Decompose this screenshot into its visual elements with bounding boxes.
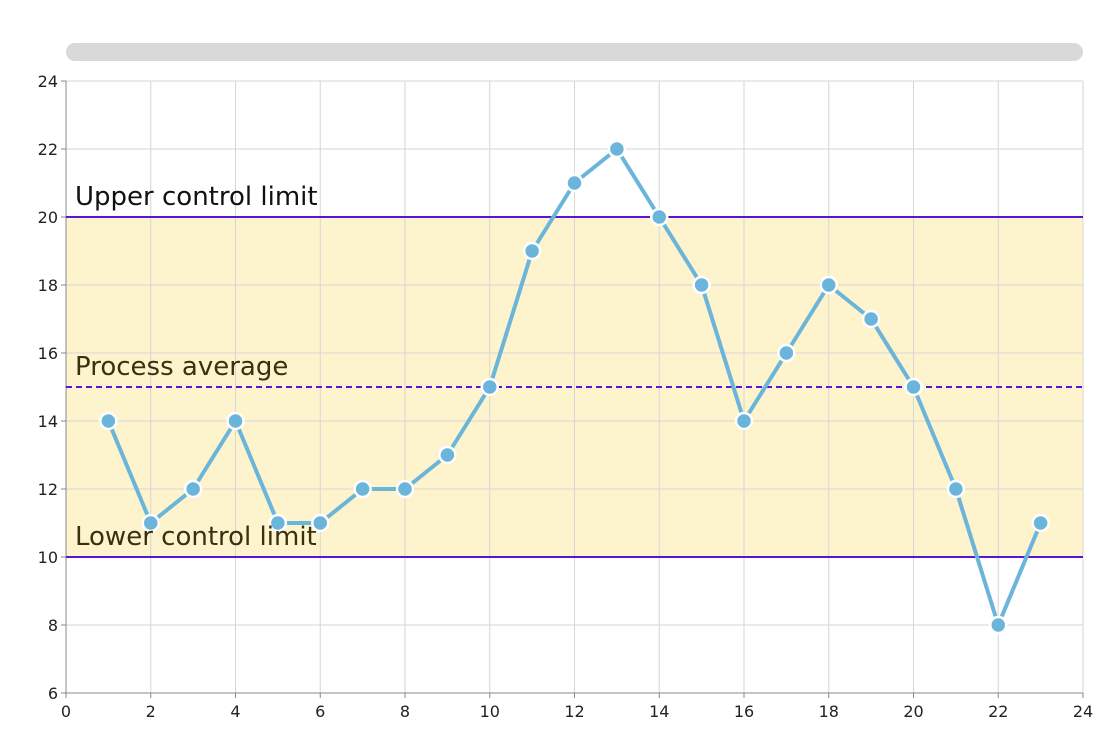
y-tick-label: 14 xyxy=(38,412,58,431)
y-tick-label: 20 xyxy=(38,208,58,227)
data-point[interactable] xyxy=(565,173,584,193)
data-point[interactable] xyxy=(819,275,838,295)
data-point[interactable] xyxy=(438,445,457,465)
x-tick-label: 18 xyxy=(819,702,839,721)
data-point[interactable] xyxy=(226,411,245,431)
y-tick-label: 22 xyxy=(38,140,58,159)
y-tick-label: 8 xyxy=(48,616,58,635)
x-tick-label: 14 xyxy=(649,702,669,721)
data-point[interactable] xyxy=(395,479,415,499)
scrollbar-track[interactable] xyxy=(66,43,1083,61)
upper-control-limit-label: Upper control limit xyxy=(75,182,318,212)
x-tick-label: 16 xyxy=(734,702,754,721)
x-tick-label: 20 xyxy=(903,702,923,721)
y-tick-label: 18 xyxy=(38,276,58,295)
y-tick-label: 16 xyxy=(38,344,58,363)
data-point[interactable] xyxy=(99,411,118,431)
data-point[interactable] xyxy=(650,207,669,227)
x-tick-label: 4 xyxy=(230,702,240,721)
y-tick-label: 10 xyxy=(38,548,58,567)
x-tick-label: 24 xyxy=(1073,702,1093,721)
y-tick-label: 6 xyxy=(48,684,58,703)
data-point[interactable] xyxy=(777,343,796,363)
data-point[interactable] xyxy=(607,139,627,159)
lower-control-limit-label: Lower control limit xyxy=(75,522,317,552)
y-tick-label: 24 xyxy=(38,72,58,91)
data-point[interactable] xyxy=(861,309,881,329)
data-point[interactable] xyxy=(946,479,966,499)
data-point[interactable] xyxy=(353,479,372,499)
x-tick-label: 8 xyxy=(400,702,410,721)
x-tick-label: 12 xyxy=(564,702,584,721)
x-tick-label: 6 xyxy=(315,702,325,721)
x-tick-label: 0 xyxy=(61,702,71,721)
data-point[interactable] xyxy=(734,411,754,431)
x-tick-label: 10 xyxy=(480,702,500,721)
data-point[interactable] xyxy=(522,241,542,261)
data-point[interactable] xyxy=(480,377,499,397)
x-tick-label: 22 xyxy=(988,702,1008,721)
data-point[interactable] xyxy=(692,275,711,295)
data-point[interactable] xyxy=(183,479,203,499)
y-tick-label: 12 xyxy=(38,480,58,499)
data-point[interactable] xyxy=(904,377,923,397)
data-point[interactable] xyxy=(141,513,160,533)
data-point[interactable] xyxy=(311,513,330,533)
data-point[interactable] xyxy=(1031,513,1050,533)
data-point[interactable] xyxy=(989,615,1008,635)
x-tick-label: 2 xyxy=(146,702,156,721)
data-point[interactable] xyxy=(268,513,288,533)
process-average-label: Process average xyxy=(75,352,288,382)
